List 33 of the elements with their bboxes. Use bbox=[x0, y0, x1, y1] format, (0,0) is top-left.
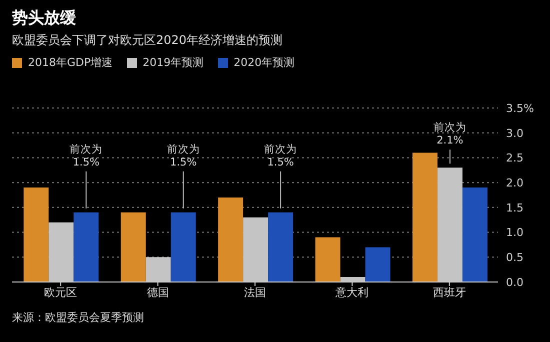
y-tick-label: 3.5% bbox=[506, 102, 534, 115]
y-tick-label: 1.5 bbox=[506, 201, 524, 214]
annotation: 前次为 1.5% bbox=[264, 142, 298, 168]
y-tick-label: 3.0 bbox=[506, 126, 524, 140]
bar bbox=[218, 197, 244, 282]
annotation: 前次为 1.5% bbox=[70, 142, 103, 168]
x-tick-label: 西班牙 bbox=[432, 286, 466, 299]
annotation: 前次为 1.5% bbox=[166, 142, 200, 168]
chart-title: 势头放缓 bbox=[12, 8, 76, 29]
source-note: 来源：欧盟委员会夏季预测 bbox=[12, 310, 144, 325]
bar bbox=[24, 188, 49, 282]
bar bbox=[120, 212, 146, 282]
x-tick-label: 德国 bbox=[146, 286, 169, 299]
chart-subtitle: 欧盟委员会下调了对欧元区2020年经济增速的预测 bbox=[12, 32, 283, 49]
y-tick-label: 0.0 bbox=[506, 276, 524, 289]
annotation: 前次为 2.1% bbox=[433, 120, 466, 147]
x-tick-label: 法国 bbox=[244, 286, 266, 299]
y-tick-label: 0.5 bbox=[506, 251, 524, 264]
legend-label: 2019年预测 bbox=[142, 55, 204, 70]
bar bbox=[268, 212, 294, 282]
bar bbox=[315, 237, 340, 282]
y-tick-label: 2.0 bbox=[506, 176, 524, 190]
bar bbox=[170, 212, 196, 282]
y-tick-label: 2.5 bbox=[506, 152, 524, 165]
bar bbox=[365, 247, 390, 282]
x-tick-label: 欧元区 bbox=[44, 286, 78, 299]
bar bbox=[412, 152, 438, 282]
legend-label: 2018年GDP增速 bbox=[28, 55, 113, 70]
legend-label: 2020年预测 bbox=[234, 55, 295, 70]
y-tick-label: 1.0 bbox=[506, 226, 524, 240]
x-tick-label: 意大利 bbox=[334, 286, 369, 299]
bar bbox=[74, 212, 99, 282]
bar bbox=[462, 188, 488, 282]
